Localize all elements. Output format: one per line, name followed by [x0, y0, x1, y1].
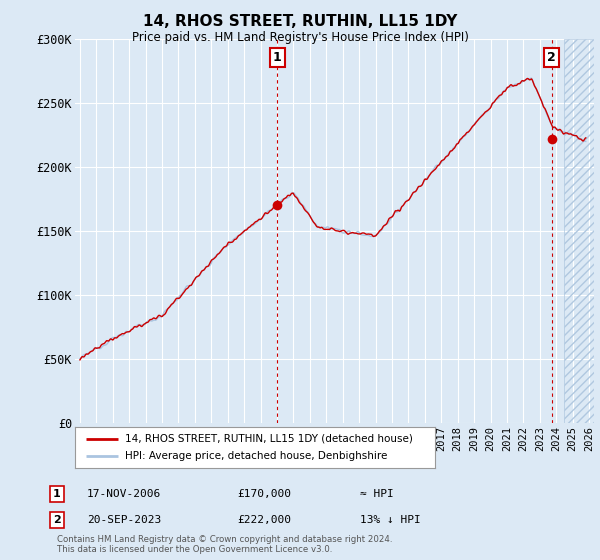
Bar	[565, 39, 594, 423]
Text: 2: 2	[547, 51, 556, 64]
Text: 13% ↓ HPI: 13% ↓ HPI	[360, 515, 421, 525]
Text: 1: 1	[53, 489, 61, 499]
Text: HPI: Average price, detached house, Denbighshire: HPI: Average price, detached house, Denb…	[125, 451, 388, 461]
Text: Contains HM Land Registry data © Crown copyright and database right 2024.
This d: Contains HM Land Registry data © Crown c…	[57, 535, 392, 554]
Bar	[565, 39, 594, 423]
Text: 17-NOV-2006: 17-NOV-2006	[87, 489, 161, 499]
Text: 1: 1	[272, 51, 281, 64]
Text: £222,000: £222,000	[237, 515, 291, 525]
Text: 2: 2	[53, 515, 61, 525]
Text: £170,000: £170,000	[237, 489, 291, 499]
Text: 14, RHOS STREET, RUTHIN, LL15 1DY (detached house): 14, RHOS STREET, RUTHIN, LL15 1DY (detac…	[125, 433, 413, 444]
Text: 14, RHOS STREET, RUTHIN, LL15 1DY: 14, RHOS STREET, RUTHIN, LL15 1DY	[143, 14, 457, 29]
Text: Price paid vs. HM Land Registry's House Price Index (HPI): Price paid vs. HM Land Registry's House …	[131, 31, 469, 44]
Text: ≈ HPI: ≈ HPI	[360, 489, 394, 499]
Text: 20-SEP-2023: 20-SEP-2023	[87, 515, 161, 525]
